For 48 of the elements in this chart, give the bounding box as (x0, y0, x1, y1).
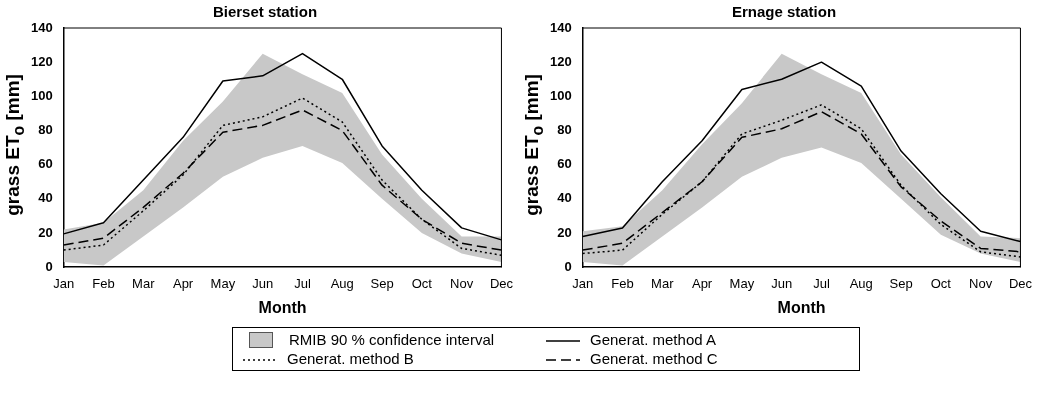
x-tick-label: Oct (411, 275, 433, 291)
x-tick-label: Feb (611, 275, 634, 291)
x-tick-label: Aug (330, 275, 354, 291)
y-tick-label: 80 (38, 122, 53, 138)
x-tick-label: Jan (53, 275, 75, 291)
x-axis-title: Month (258, 298, 307, 316)
x-tick-label: Jun (252, 275, 274, 291)
y-tick-label: 40 (557, 190, 572, 206)
legend-label: RMIB 90 % confidence interval (289, 331, 495, 348)
x-tick-label: Nov (450, 275, 474, 291)
y-tick-label: 0 (45, 258, 53, 274)
x-tick-label: Jul (813, 275, 830, 291)
x-tick-label: Jul (294, 275, 311, 291)
x-tick-label: Mar (651, 275, 675, 291)
legend-label: Generat. method B (287, 350, 414, 367)
x-tick-label: Apr (172, 275, 194, 291)
y-tick-label: 100 (549, 87, 572, 103)
y-tick-label: 20 (557, 224, 572, 240)
x-tick-label: Jan (572, 275, 594, 291)
y-tick-label: 0 (564, 258, 572, 274)
x-tick-label: Feb (92, 275, 115, 291)
x-tick-label: May (210, 275, 236, 291)
x-tick-label: Sep (370, 275, 394, 291)
legend-label: Generat. method C (590, 350, 718, 367)
y-tick-label: 20 (38, 224, 53, 240)
chart-title: Ernage station (731, 3, 837, 21)
x-tick-label: Dec (489, 275, 514, 291)
y-tick-label: 120 (549, 53, 572, 69)
x-tick-label: May (729, 275, 755, 291)
x-tick-label: Sep (889, 275, 913, 291)
y-tick-label: 100 (30, 87, 53, 103)
y-tick-label: 60 (38, 156, 53, 172)
y-tick-label: 140 (30, 19, 53, 35)
y-tick-label: 140 (549, 19, 572, 35)
x-tick-label: Jun (771, 275, 793, 291)
y-tick-label: 60 (557, 156, 572, 172)
x-tick-label: Aug (849, 275, 873, 291)
y-tick-label: 80 (557, 122, 572, 138)
x-tick-label: Mar (132, 275, 156, 291)
x-tick-label: Apr (691, 275, 713, 291)
x-axis-title: Month (777, 298, 826, 316)
y-tick-label: 120 (30, 53, 53, 69)
x-tick-label: Dec (1008, 275, 1033, 291)
chart-title: Bierset station (212, 3, 318, 21)
y-tick-label: 40 (38, 190, 53, 206)
legend-label: Generat. method A (590, 331, 716, 348)
x-tick-label: Nov (969, 275, 993, 291)
x-tick-label: Oct (930, 275, 952, 291)
